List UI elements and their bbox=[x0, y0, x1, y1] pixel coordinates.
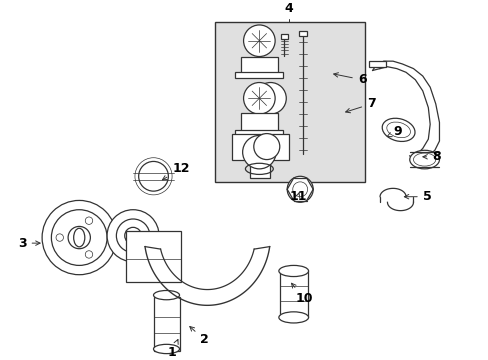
Text: 10: 10 bbox=[291, 283, 312, 305]
Text: 9: 9 bbox=[386, 125, 401, 138]
Bar bbox=[249, 152, 270, 178]
Ellipse shape bbox=[139, 161, 168, 191]
Circle shape bbox=[42, 201, 116, 275]
Circle shape bbox=[124, 228, 141, 244]
Text: 5: 5 bbox=[404, 190, 430, 203]
Circle shape bbox=[243, 25, 275, 57]
Bar bbox=[279, 271, 307, 318]
Bar bbox=[368, 61, 385, 67]
Circle shape bbox=[51, 210, 107, 265]
Bar bbox=[235, 72, 283, 78]
Text: 2: 2 bbox=[189, 327, 208, 346]
Ellipse shape bbox=[409, 150, 439, 169]
Bar bbox=[299, 31, 306, 36]
Text: 7: 7 bbox=[345, 97, 375, 113]
Ellipse shape bbox=[382, 118, 414, 141]
Ellipse shape bbox=[278, 312, 308, 323]
Ellipse shape bbox=[74, 228, 84, 247]
Ellipse shape bbox=[153, 291, 179, 300]
Circle shape bbox=[56, 234, 63, 241]
Text: 4: 4 bbox=[284, 2, 293, 15]
Circle shape bbox=[254, 82, 285, 114]
Bar bbox=[214, 22, 365, 182]
Text: 3: 3 bbox=[18, 237, 40, 249]
Ellipse shape bbox=[278, 265, 308, 276]
Text: 8: 8 bbox=[422, 150, 440, 163]
Text: 6: 6 bbox=[333, 73, 366, 86]
Text: 1: 1 bbox=[167, 339, 178, 359]
Circle shape bbox=[116, 219, 149, 252]
Text: 12: 12 bbox=[162, 162, 189, 180]
Circle shape bbox=[68, 226, 90, 249]
Text: 11: 11 bbox=[288, 190, 306, 203]
Circle shape bbox=[85, 251, 93, 258]
Circle shape bbox=[85, 217, 93, 224]
Circle shape bbox=[286, 176, 312, 202]
Circle shape bbox=[107, 210, 159, 262]
Bar bbox=[240, 113, 277, 132]
Circle shape bbox=[253, 134, 279, 159]
Bar bbox=[240, 58, 277, 74]
Bar bbox=[235, 130, 283, 135]
Bar bbox=[231, 134, 288, 159]
Circle shape bbox=[243, 82, 275, 114]
Bar bbox=[280, 34, 287, 39]
Ellipse shape bbox=[153, 344, 179, 354]
Circle shape bbox=[242, 135, 276, 169]
Bar bbox=[153, 297, 179, 351]
Bar bbox=[125, 231, 181, 282]
